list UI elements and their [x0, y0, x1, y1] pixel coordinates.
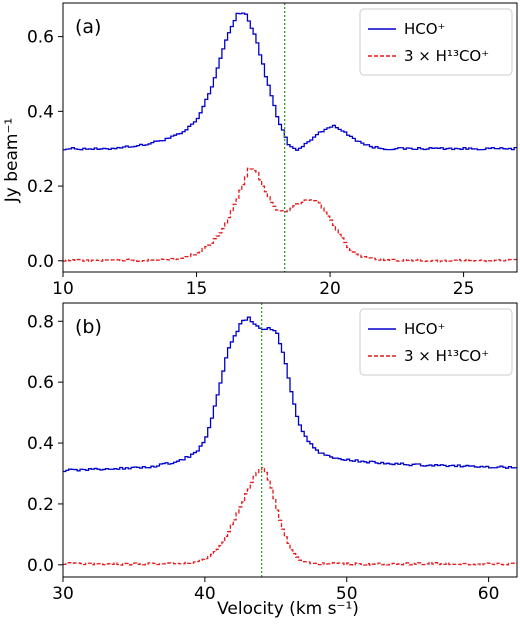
- legend-label: 3 × H¹³CO⁺: [404, 347, 489, 365]
- panel-b: 30 40 50 60 0.0 0.2 0.4 0.6 0.8 (b) HCO⁺ 3 × H¹³CO⁺: [27, 302, 518, 604]
- legend: HCO⁺ 3 × H¹³CO⁺: [359, 8, 513, 76]
- x-tick-label: 15: [186, 279, 208, 299]
- legend-label: HCO⁺: [404, 20, 445, 38]
- legend-label: 3 × H¹³CO⁺: [404, 47, 489, 65]
- y-tick-label: 0.0: [27, 252, 54, 272]
- legend-label: HCO⁺: [404, 320, 445, 338]
- series-line-hco: [63, 12, 517, 151]
- y-tick-label: 0.6: [27, 373, 54, 393]
- panel-label: (b): [75, 316, 102, 338]
- y-tick-label: 0.4: [27, 102, 54, 122]
- x-tick-label: 10: [52, 279, 74, 299]
- y-axis-label: Jy beam⁻¹: [2, 118, 22, 204]
- series-line-hco: [63, 316, 517, 473]
- legend-box: [359, 8, 513, 76]
- y-tick-label: 0.6: [27, 28, 54, 48]
- y-tick-label: 0.2: [27, 177, 54, 197]
- x-tick-label: 20: [319, 279, 341, 299]
- series-line-h13co: [63, 466, 517, 566]
- y-tick-label: 0.8: [27, 312, 54, 332]
- panel-a: 10 15 20 25 0.0 0.2 0.4 0.6 (a) HCO⁺ 3 × H¹³CO⁺: [27, 2, 518, 299]
- series-line-h13co: [63, 167, 517, 263]
- x-axis-label: Velocity (km s⁻¹): [217, 599, 359, 619]
- legend-box: [359, 308, 513, 376]
- panel-label: (a): [75, 16, 101, 38]
- x-tick-label: 30: [52, 584, 74, 604]
- y-tick-label: 0.4: [27, 434, 54, 454]
- plot-frame: [62, 2, 518, 273]
- plot-frame: [62, 302, 518, 578]
- x-tick-label: 40: [194, 584, 216, 604]
- y-tick-label: 0.0: [27, 556, 54, 576]
- y-tick-label: 0.2: [27, 495, 54, 515]
- x-tick-label: 60: [478, 584, 500, 604]
- legend: HCO⁺ 3 × H¹³CO⁺: [359, 308, 513, 376]
- x-tick-label: 50: [336, 584, 358, 604]
- x-tick-label: 25: [453, 279, 475, 299]
